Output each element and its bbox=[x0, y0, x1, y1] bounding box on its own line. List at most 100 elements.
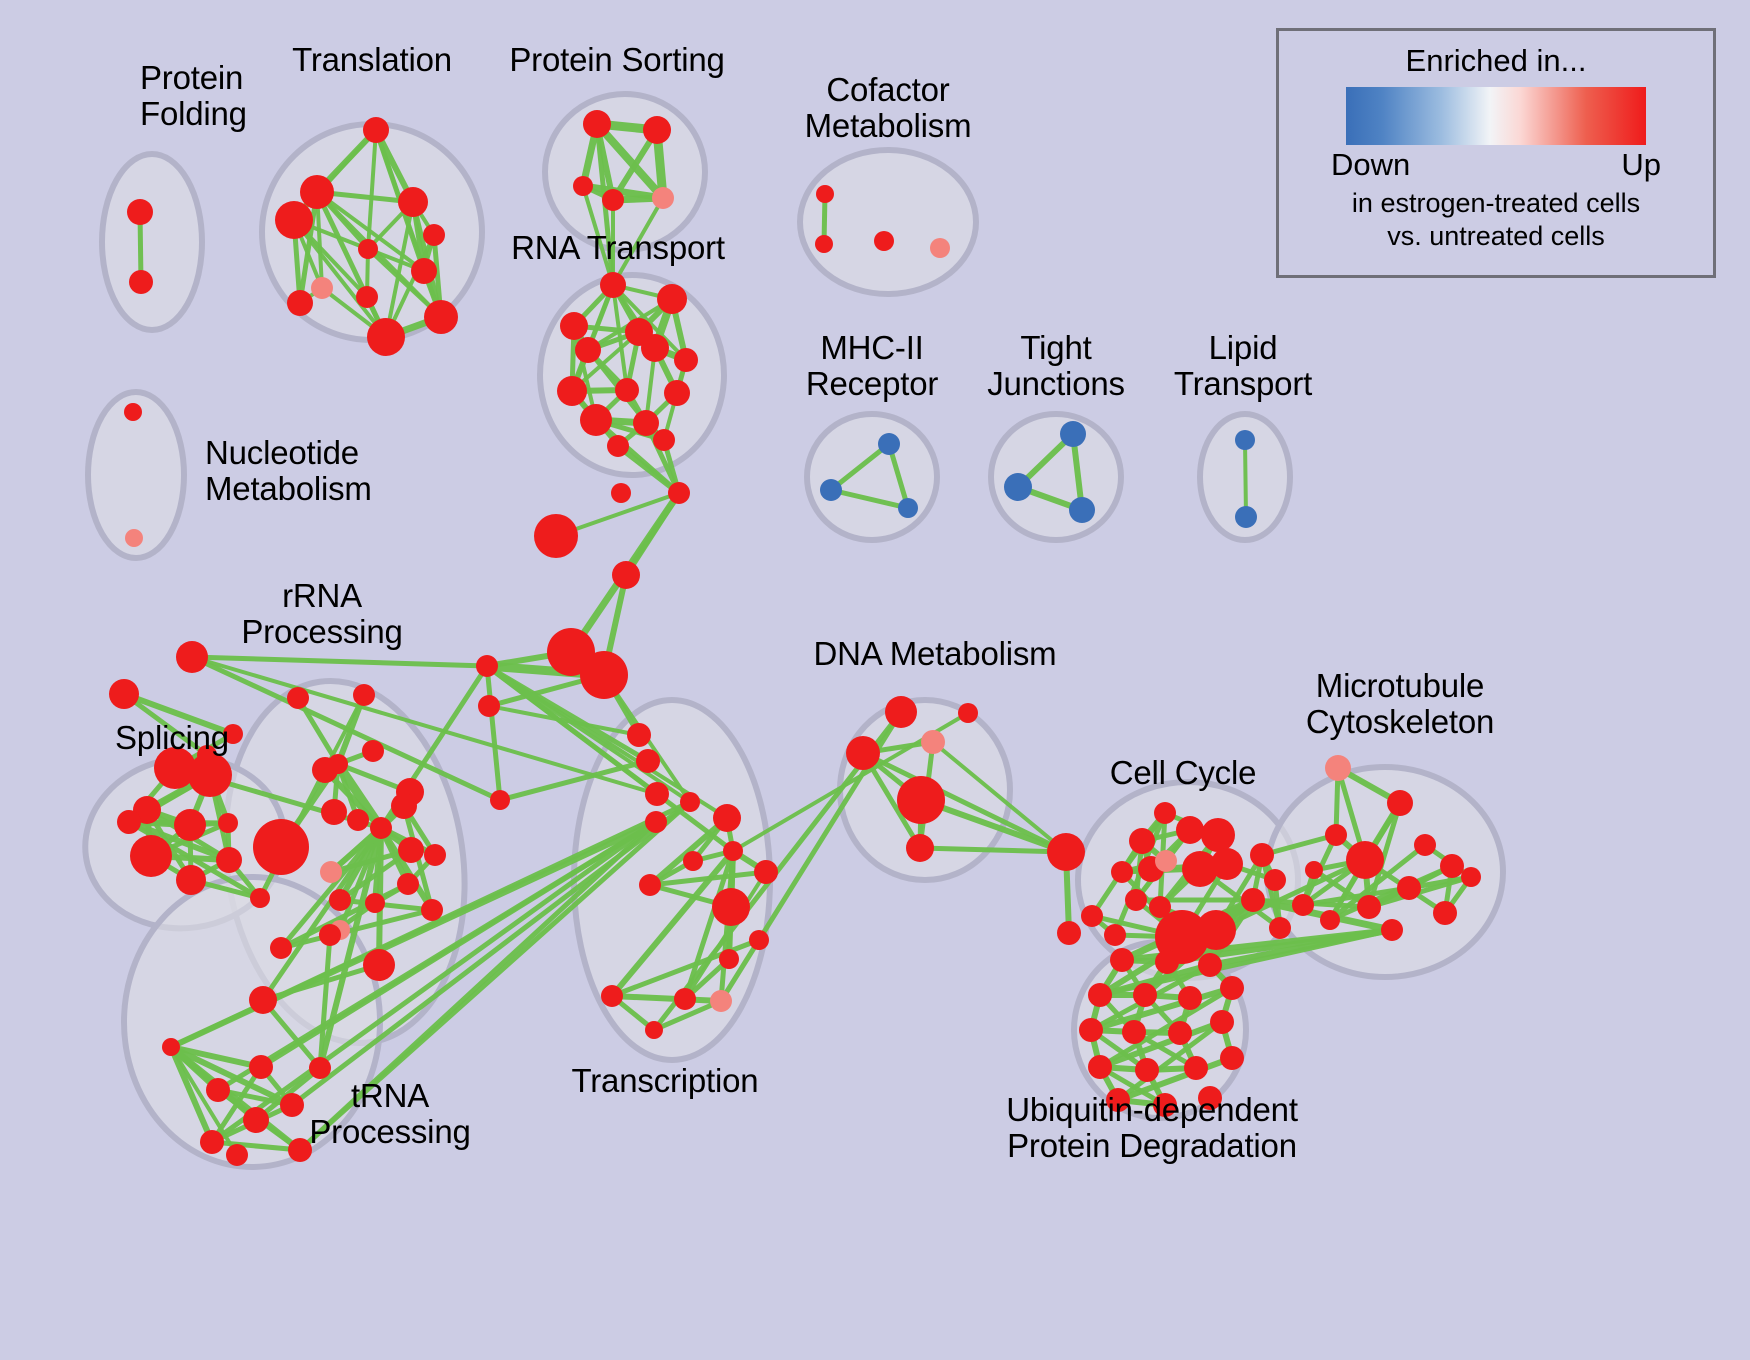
network-node[interactable] bbox=[815, 235, 833, 253]
network-node[interactable] bbox=[674, 348, 698, 372]
cluster-nucleotide-metabolism[interactable] bbox=[85, 389, 187, 561]
network-node[interactable] bbox=[557, 376, 587, 406]
network-node[interactable] bbox=[1201, 818, 1235, 852]
network-node[interactable] bbox=[1346, 841, 1384, 879]
network-node[interactable] bbox=[1381, 919, 1403, 941]
network-node[interactable] bbox=[645, 782, 669, 806]
network-node[interactable] bbox=[906, 834, 934, 862]
network-node[interactable] bbox=[133, 796, 161, 824]
network-node[interactable] bbox=[421, 899, 443, 921]
network-node[interactable] bbox=[653, 429, 675, 451]
network-node[interactable] bbox=[1461, 867, 1481, 887]
cluster-cofactor-metabolism[interactable] bbox=[797, 147, 979, 297]
network-node[interactable] bbox=[329, 889, 351, 911]
network-node[interactable] bbox=[319, 924, 341, 946]
network-node[interactable] bbox=[1235, 506, 1257, 528]
network-node[interactable] bbox=[309, 1057, 331, 1079]
network-node[interactable] bbox=[573, 176, 593, 196]
network-node[interactable] bbox=[580, 651, 628, 699]
network-node[interactable] bbox=[878, 433, 900, 455]
network-node[interactable] bbox=[200, 1130, 224, 1154]
network-node[interactable] bbox=[1220, 976, 1244, 1000]
network-node[interactable] bbox=[958, 703, 978, 723]
network-node[interactable] bbox=[1269, 917, 1291, 939]
network-node[interactable] bbox=[749, 930, 769, 950]
network-node[interactable] bbox=[162, 1038, 180, 1056]
network-node[interactable] bbox=[1155, 950, 1179, 974]
network-node[interactable] bbox=[921, 730, 945, 754]
network-node[interactable] bbox=[754, 860, 778, 884]
network-node[interactable] bbox=[353, 684, 375, 706]
network-node[interactable] bbox=[1433, 901, 1457, 925]
network-node[interactable] bbox=[1111, 861, 1133, 883]
network-node[interactable] bbox=[1397, 876, 1421, 900]
network-node[interactable] bbox=[1357, 895, 1381, 919]
network-node[interactable] bbox=[129, 270, 153, 294]
network-node[interactable] bbox=[1110, 948, 1134, 972]
network-node[interactable] bbox=[874, 231, 894, 251]
network-node[interactable] bbox=[680, 792, 700, 812]
network-node[interactable] bbox=[288, 1138, 312, 1162]
network-node[interactable] bbox=[249, 1055, 273, 1079]
network-node[interactable] bbox=[1088, 1055, 1112, 1079]
network-node[interactable] bbox=[1168, 1021, 1192, 1045]
network-node[interactable] bbox=[846, 736, 880, 770]
network-node[interactable] bbox=[347, 809, 369, 831]
network-node[interactable] bbox=[627, 723, 651, 747]
network-node[interactable] bbox=[1196, 910, 1236, 950]
network-node[interactable] bbox=[363, 117, 389, 143]
network-node[interactable] bbox=[1305, 861, 1323, 879]
network-node[interactable] bbox=[583, 110, 611, 138]
network-node[interactable] bbox=[250, 888, 270, 908]
network-node[interactable] bbox=[1220, 1046, 1244, 1070]
network-node[interactable] bbox=[719, 949, 739, 969]
network-node[interactable] bbox=[321, 799, 347, 825]
network-node[interactable] bbox=[1198, 953, 1222, 977]
network-node[interactable] bbox=[280, 1093, 304, 1117]
network-node[interactable] bbox=[600, 272, 626, 298]
network-node[interactable] bbox=[1440, 854, 1464, 878]
network-node[interactable] bbox=[1414, 834, 1436, 856]
network-node[interactable] bbox=[109, 679, 139, 709]
network-node[interactable] bbox=[218, 813, 238, 833]
network-node[interactable] bbox=[270, 937, 292, 959]
network-node[interactable] bbox=[398, 187, 428, 217]
network-node[interactable] bbox=[1122, 1020, 1146, 1044]
network-node[interactable] bbox=[124, 403, 142, 421]
network-node[interactable] bbox=[206, 1078, 230, 1102]
network-node[interactable] bbox=[253, 819, 309, 875]
network-node[interactable] bbox=[575, 337, 601, 363]
network-node[interactable] bbox=[411, 258, 437, 284]
network-node[interactable] bbox=[490, 790, 510, 810]
network-node[interactable] bbox=[611, 483, 631, 503]
network-node[interactable] bbox=[712, 888, 750, 926]
network-node[interactable] bbox=[897, 776, 945, 824]
network-node[interactable] bbox=[154, 747, 196, 789]
network-node[interactable] bbox=[397, 873, 419, 895]
network-node[interactable] bbox=[423, 224, 445, 246]
network-node[interactable] bbox=[534, 514, 578, 558]
network-node[interactable] bbox=[885, 696, 917, 728]
network-node[interactable] bbox=[1176, 816, 1204, 844]
network-node[interactable] bbox=[287, 687, 309, 709]
network-node[interactable] bbox=[1211, 848, 1243, 880]
network-node[interactable] bbox=[1241, 888, 1265, 912]
network-node[interactable] bbox=[560, 312, 588, 340]
network-node[interactable] bbox=[1133, 983, 1157, 1007]
network-node[interactable] bbox=[664, 380, 690, 406]
network-node[interactable] bbox=[713, 804, 741, 832]
network-node[interactable] bbox=[320, 861, 342, 883]
cluster-protein-sorting[interactable] bbox=[542, 91, 708, 253]
network-node[interactable] bbox=[898, 498, 918, 518]
network-node[interactable] bbox=[1047, 833, 1085, 871]
network-node[interactable] bbox=[1149, 896, 1171, 918]
network-node[interactable] bbox=[1210, 1010, 1234, 1034]
network-node[interactable] bbox=[117, 810, 141, 834]
network-node[interactable] bbox=[657, 284, 687, 314]
network-node[interactable] bbox=[615, 378, 639, 402]
network-node[interactable] bbox=[127, 199, 153, 225]
network-node[interactable] bbox=[641, 334, 669, 362]
network-node[interactable] bbox=[1184, 1056, 1208, 1080]
network-node[interactable] bbox=[328, 754, 348, 774]
network-node[interactable] bbox=[601, 985, 623, 1007]
